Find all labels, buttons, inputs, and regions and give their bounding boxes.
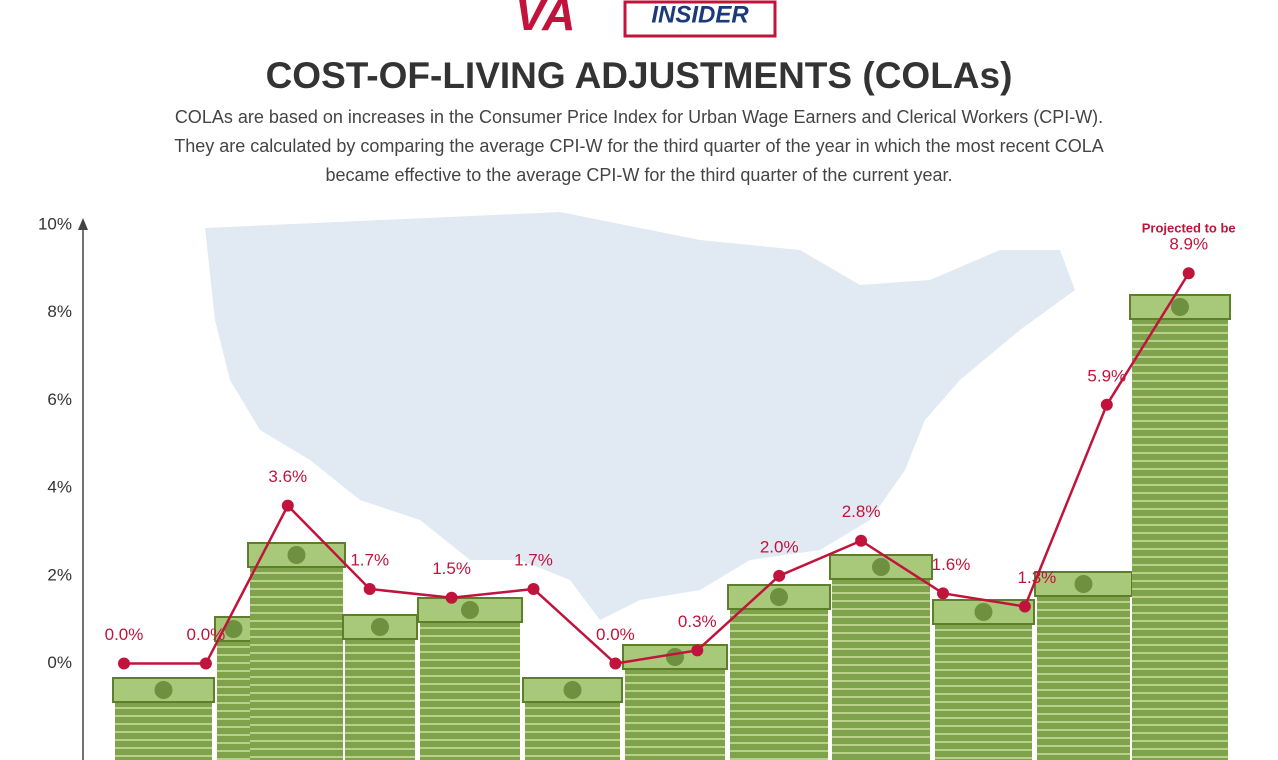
bill-portrait: [666, 648, 684, 666]
bill-portrait: [287, 546, 306, 564]
point: [1018, 600, 1031, 613]
value-label: 1.7%: [350, 550, 389, 569]
bill-portrait: [224, 620, 243, 638]
y-tick-label: 10%: [38, 214, 72, 233]
subtitle-line: COLAs are based on increases in the Cons…: [175, 107, 1103, 127]
logo-box: [623, 0, 777, 38]
point: [363, 582, 376, 595]
money-stack: [832, 577, 930, 760]
point: [773, 569, 786, 582]
money-stack: [217, 639, 250, 760]
bill-portrait: [461, 601, 479, 619]
bill-portrait: [371, 618, 389, 636]
money-stack: [115, 700, 212, 760]
y-tick-label: 6%: [47, 390, 72, 409]
money-stack: [525, 700, 620, 760]
point: [1182, 267, 1195, 280]
point: [281, 499, 294, 512]
y-tick-label: 4%: [47, 478, 72, 497]
logo-text: VA: [515, 0, 576, 40]
money-stack: [1037, 594, 1130, 760]
line: [124, 272, 1190, 665]
subtitle-line: became effective to the average CPI-W fo…: [326, 165, 953, 185]
point: [118, 657, 130, 670]
bill-portrait: [974, 603, 993, 621]
point: [199, 657, 212, 670]
money-stack: [1132, 317, 1228, 760]
point: [855, 534, 868, 547]
logo-subtext: INSIDER: [651, 1, 749, 28]
value-label: 2.0%: [760, 537, 799, 556]
value-label: 2.8%: [842, 502, 881, 521]
point: [691, 644, 704, 657]
y-tick-label: 2%: [47, 565, 72, 584]
bill-portrait: [1074, 575, 1093, 593]
value-label: 1.7%: [514, 550, 553, 569]
map-background: [205, 212, 1075, 620]
subtitle-line: They are calculated by comparing the ave…: [174, 136, 1103, 156]
point: [1100, 398, 1113, 411]
bill-portrait: [872, 558, 890, 576]
value-label: 0.0%: [596, 625, 635, 644]
value-label: 0.0%: [105, 625, 144, 644]
bill-portrait: [563, 681, 582, 699]
money-stack: [730, 607, 828, 760]
value-label: 0.0%: [187, 625, 226, 644]
value-label: 3.6%: [268, 467, 307, 486]
y-tick-label: 8%: [47, 302, 72, 321]
money-stack: [250, 565, 343, 760]
point: [609, 657, 622, 670]
bill-portrait: [770, 588, 788, 606]
value-label: 5.9%: [1087, 366, 1126, 385]
y-tick-label: 0%: [47, 653, 72, 672]
bill-portrait: [154, 681, 173, 699]
value-label: 0.3%: [678, 612, 717, 631]
point: [445, 591, 458, 604]
point: [527, 582, 540, 595]
y-axis-arrow: [78, 218, 88, 230]
point: [937, 587, 949, 600]
value-label: 1.6%: [932, 555, 971, 574]
value-label: 8.9%: [1169, 235, 1208, 254]
money-stack: [935, 622, 1032, 760]
bill-portrait: [1171, 298, 1189, 316]
annotation: Projected to be: [1142, 221, 1236, 236]
value-label: 1.3%: [1018, 568, 1057, 587]
money-stack: [345, 637, 415, 760]
value-label: 1.5%: [432, 559, 471, 578]
chart-title: COST-OF-LIVING ADJUSTMENTS (COLAs): [266, 55, 1013, 96]
